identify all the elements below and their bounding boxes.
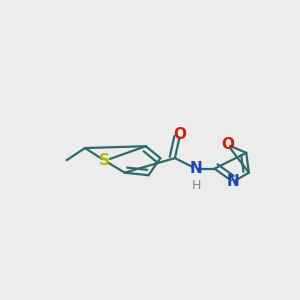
Text: O: O [221, 137, 234, 152]
Text: H: H [191, 178, 201, 192]
Text: N: N [226, 174, 239, 189]
Text: O: O [174, 127, 187, 142]
Text: S: S [99, 153, 110, 168]
Text: N: N [190, 161, 202, 176]
